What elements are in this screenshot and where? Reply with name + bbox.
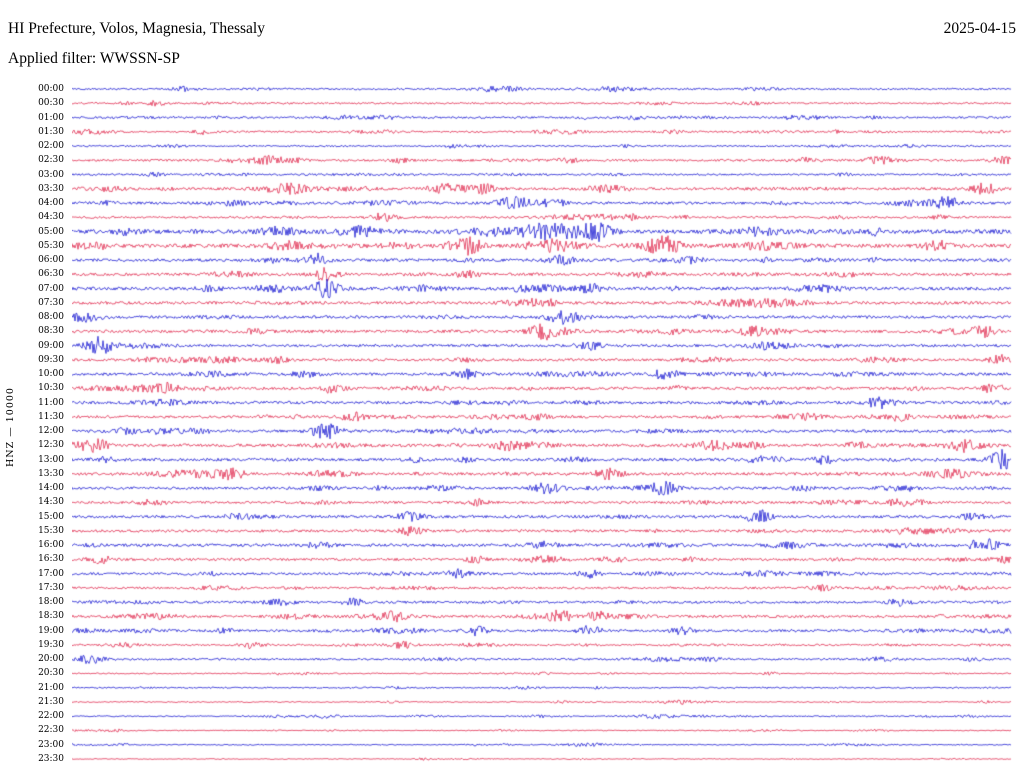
time-label: 04:00 [38, 198, 64, 209]
time-label: 04:30 [38, 212, 64, 223]
time-label: 18:30 [38, 611, 64, 622]
time-label: 17:00 [38, 568, 64, 579]
time-label: 01:30 [38, 126, 64, 137]
time-label: 08:30 [38, 326, 64, 337]
time-label: 01:00 [38, 112, 64, 123]
time-label: 09:30 [38, 354, 64, 365]
channel-axis-label: HNZ — 10000 [5, 387, 16, 467]
time-label: 06:00 [38, 255, 64, 266]
date-label: 2025-04-15 [943, 20, 1016, 37]
time-label: 03:00 [38, 169, 64, 180]
time-label: 06:30 [38, 269, 64, 280]
time-label: 22:00 [38, 711, 64, 722]
time-label: 00:00 [38, 84, 64, 94]
time-label: 19:00 [38, 625, 64, 636]
filter-label: Applied filter: WWSSN-SP [8, 50, 180, 67]
time-label: 16:00 [38, 540, 64, 551]
time-label: 07:30 [38, 297, 64, 308]
time-label: 09:00 [38, 340, 64, 351]
time-label: 21:30 [38, 696, 64, 707]
time-label: 21:00 [38, 682, 64, 693]
seismogram-traces [72, 82, 1012, 774]
time-label: 14:30 [38, 497, 64, 508]
time-label: 02:00 [38, 141, 64, 152]
time-label: 03:30 [38, 183, 64, 194]
time-label: 19:30 [38, 639, 64, 650]
time-label: 16:30 [38, 554, 64, 565]
station-title: HI Prefecture, Volos, Magnesia, Thessaly [8, 20, 265, 37]
time-label: 14:00 [38, 483, 64, 494]
time-label: 10:00 [38, 369, 64, 380]
time-label: 07:00 [38, 283, 64, 294]
time-label: 13:30 [38, 468, 64, 479]
time-label: 17:30 [38, 582, 64, 593]
time-label: 22:30 [38, 725, 64, 736]
time-label: 05:30 [38, 240, 64, 251]
time-label: 02:30 [38, 155, 64, 166]
time-label: 05:00 [38, 226, 64, 237]
time-label: 15:30 [38, 525, 64, 536]
time-label: 18:00 [38, 597, 64, 608]
time-label: 08:00 [38, 312, 64, 323]
time-label: 20:00 [38, 654, 64, 665]
time-label: 00:30 [38, 98, 64, 109]
time-label: 23:00 [38, 739, 64, 750]
time-label: 15:00 [38, 511, 64, 522]
time-label: 23:30 [38, 753, 64, 764]
time-label: 20:30 [38, 668, 64, 679]
